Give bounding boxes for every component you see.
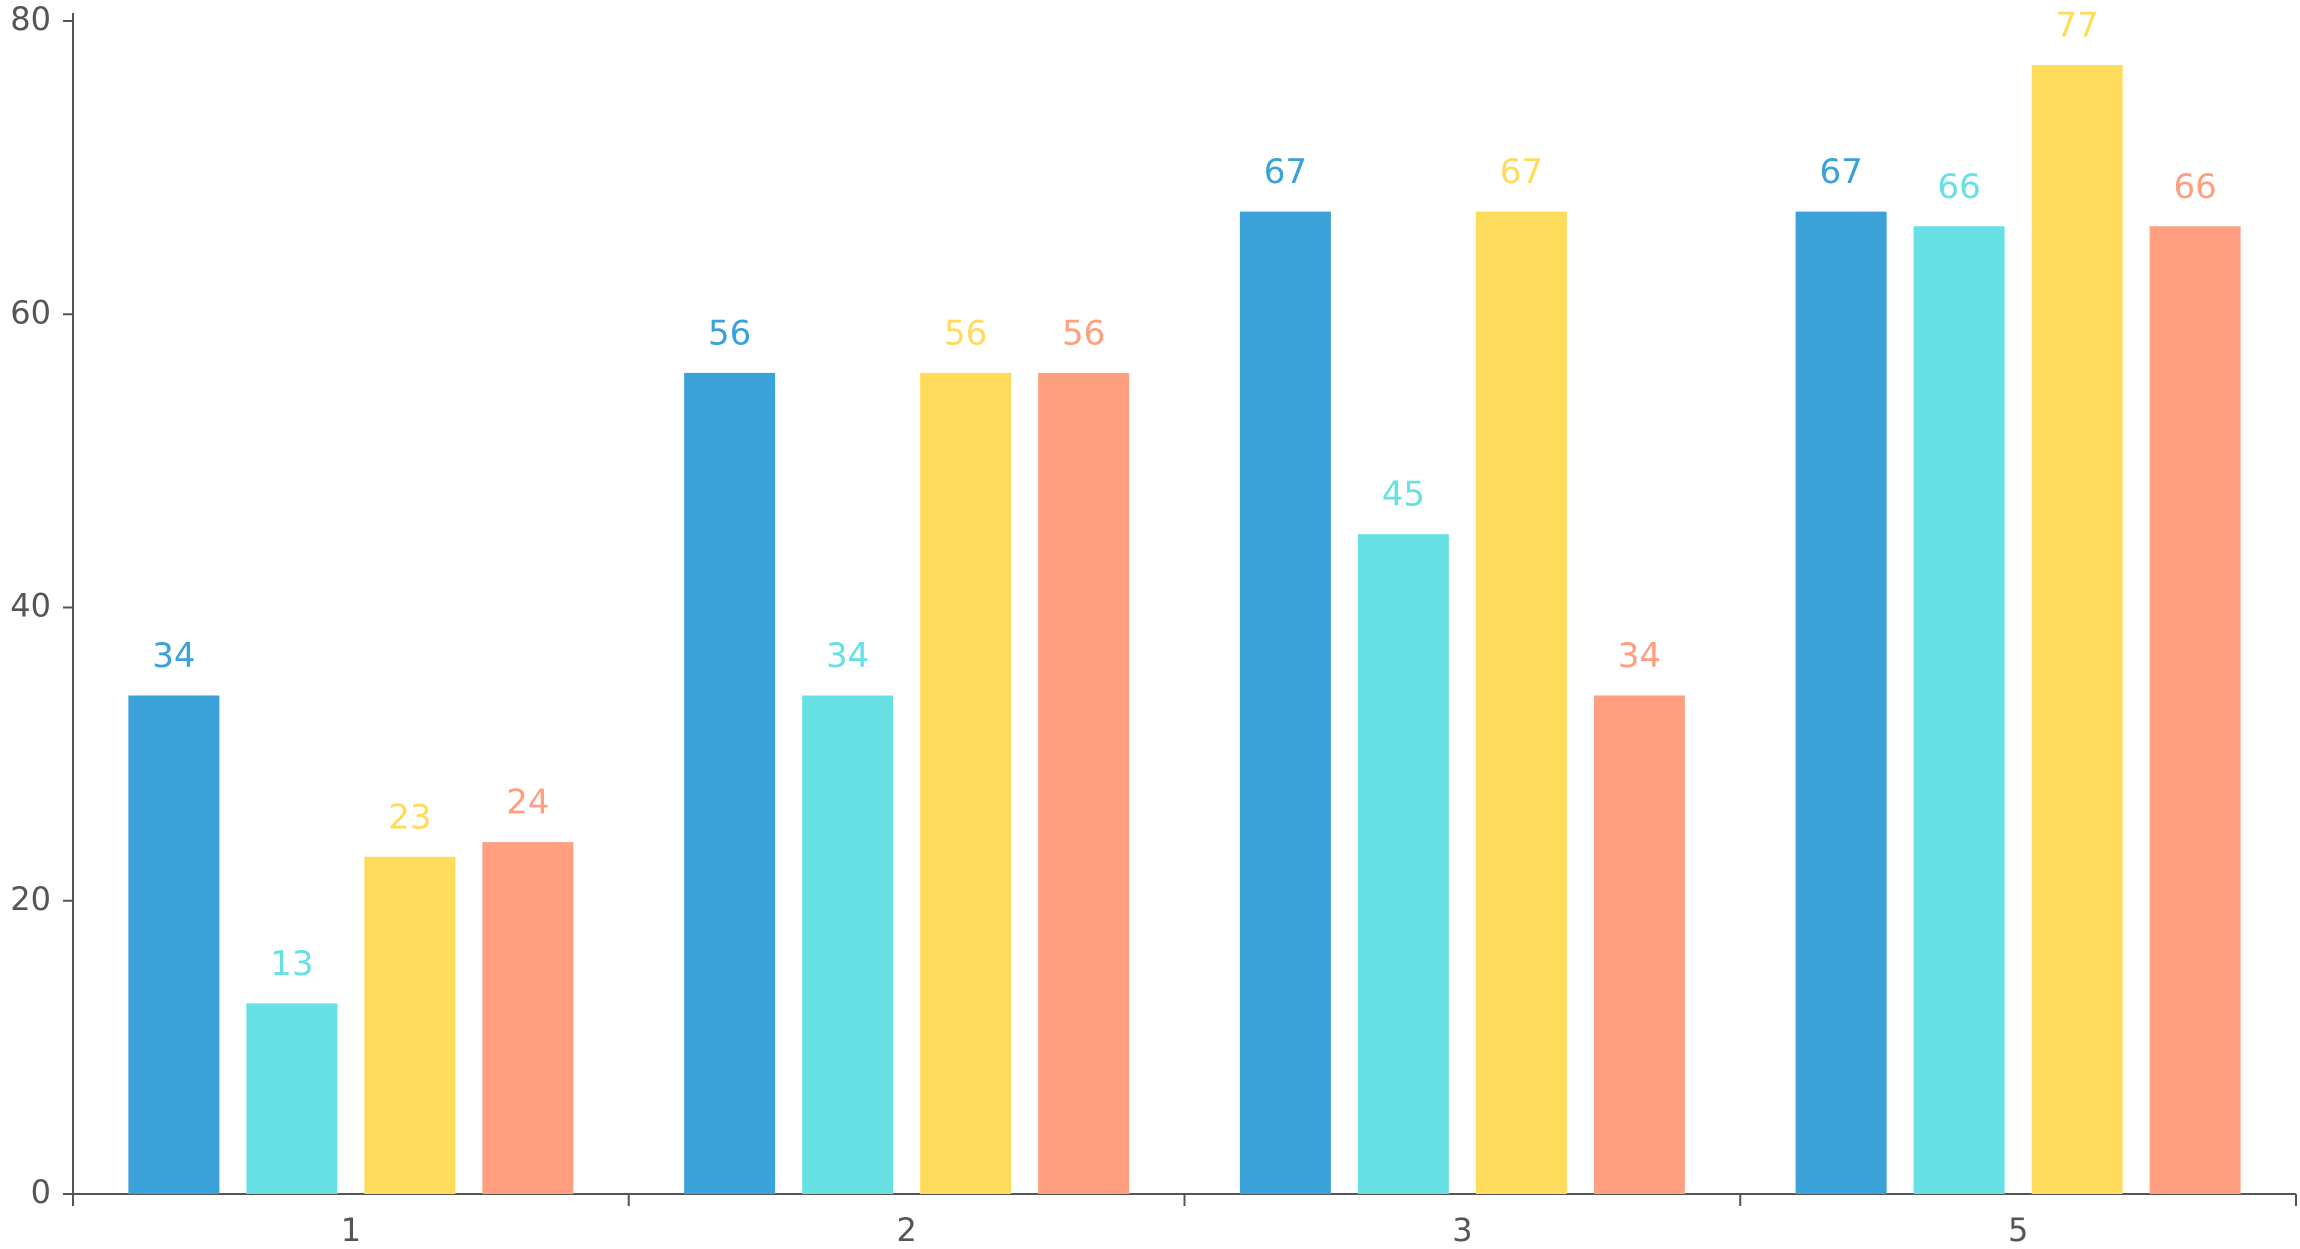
y-tick-label: 20	[10, 880, 51, 918]
value-label: 23	[388, 797, 431, 837]
value-label: 67	[1264, 152, 1307, 192]
value-label: 24	[506, 783, 549, 823]
bar	[684, 372, 776, 1194]
x-tick-label: 2	[896, 1211, 916, 1249]
value-label: 34	[1618, 636, 1661, 676]
value-label: 77	[2055, 5, 2098, 45]
value-label: 67	[1500, 152, 1543, 192]
bar	[1795, 211, 1887, 1195]
bar	[1913, 226, 2005, 1194]
value-label: 56	[708, 313, 751, 353]
bar	[920, 372, 1012, 1194]
bar	[2031, 64, 2123, 1194]
y-tick-label: 0	[31, 1173, 51, 1211]
value-label: 56	[1062, 313, 1105, 353]
value-label: 34	[826, 636, 869, 676]
value-label: 56	[944, 313, 987, 353]
value-label: 34	[152, 636, 195, 676]
bar	[128, 695, 220, 1194]
bar	[364, 856, 456, 1194]
y-tick-label: 60	[10, 293, 51, 331]
value-label: 45	[1382, 475, 1425, 515]
bar	[1038, 372, 1130, 1194]
y-tick-label: 40	[10, 587, 51, 625]
bar	[1357, 534, 1449, 1194]
bar	[1239, 211, 1331, 1195]
value-label: 66	[2173, 167, 2216, 207]
value-label: 66	[1937, 167, 1980, 207]
bar	[1593, 695, 1685, 1194]
x-tick-label: 5	[2008, 1211, 2028, 1249]
x-tick-label: 1	[341, 1211, 361, 1249]
bar	[246, 1003, 338, 1194]
y-tick-label: 80	[10, 0, 51, 38]
value-label: 13	[270, 944, 313, 984]
bar	[482, 842, 574, 1194]
bar	[1475, 211, 1567, 1195]
bar	[2149, 226, 2241, 1194]
x-tick-label: 3	[1452, 1211, 1472, 1249]
bar	[802, 695, 894, 1194]
value-label: 67	[1819, 152, 1862, 192]
